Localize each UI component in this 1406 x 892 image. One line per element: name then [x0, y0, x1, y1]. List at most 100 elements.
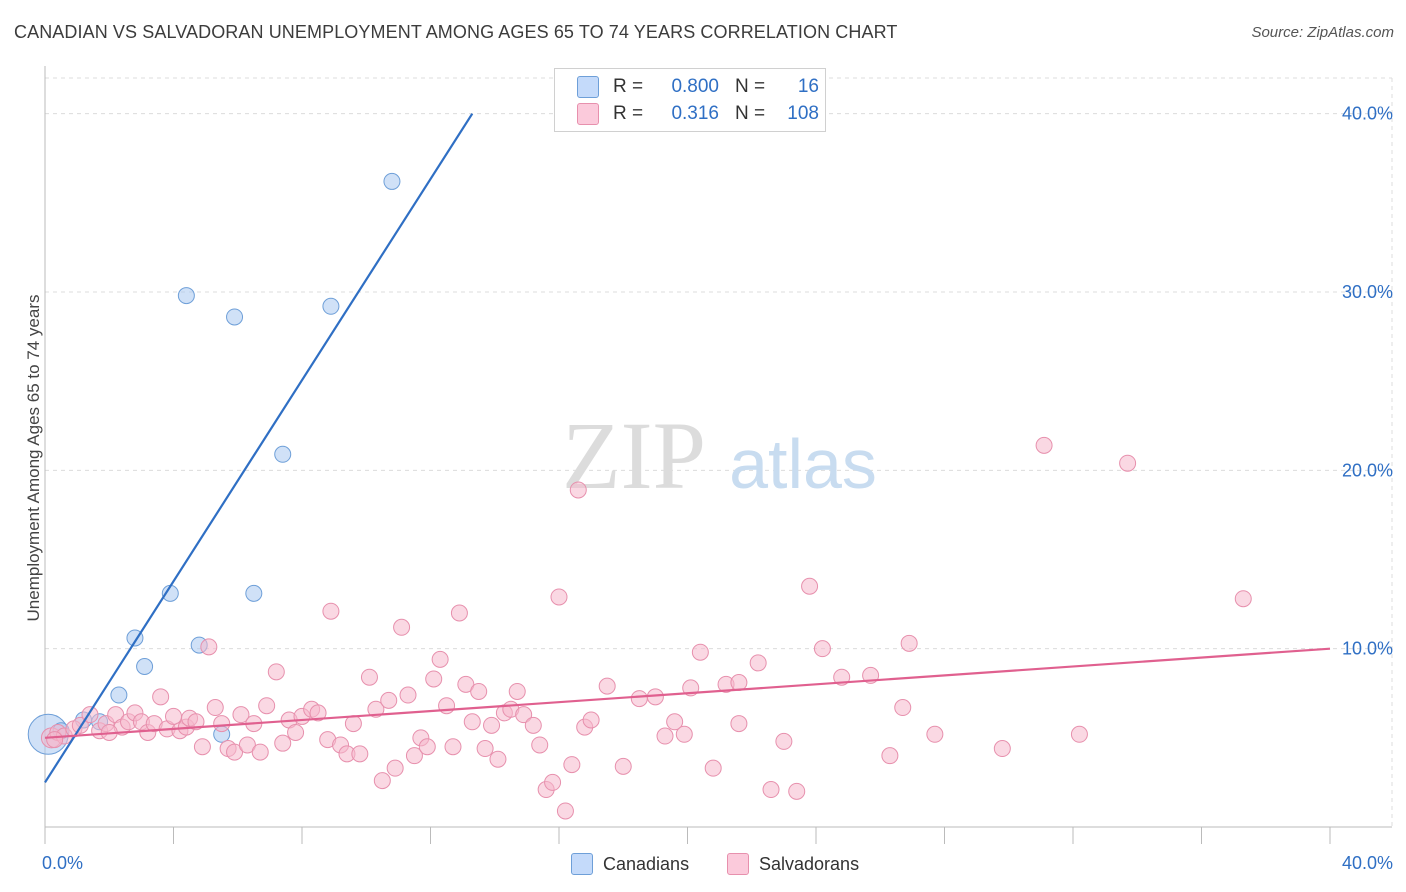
salvadoran-point: [675, 725, 693, 743]
legend-r-value: 0.316: [671, 103, 719, 124]
salvadoran-point: [399, 686, 417, 704]
salvadoran-point: [450, 604, 468, 622]
salvadoran-point: [367, 700, 385, 718]
salvadoran-point: [524, 716, 542, 734]
bottom-legend-swatch-salvadorans: [727, 853, 749, 875]
salvadoran-point: [630, 690, 648, 708]
salvadoran-point: [813, 640, 831, 658]
salvadoran-point: [238, 736, 256, 754]
salvadoran-point: [393, 618, 411, 636]
canadian-point: [110, 686, 128, 704]
salvadoran-point: [418, 738, 436, 756]
salvadoran-point: [666, 713, 684, 731]
legend-r-label: R =: [613, 76, 644, 97]
salvadoran-point: [775, 732, 793, 750]
salvadoran-point: [232, 706, 250, 724]
salvadoran-point: [704, 759, 722, 777]
legend-n-label: N =: [735, 103, 766, 124]
legend-row-canadians: R = 0.800 N = 16: [577, 74, 819, 100]
salvadoran-point: [193, 738, 211, 756]
y-tick-label: 10.0%: [1342, 639, 1393, 659]
x-tick-label: 0.0%: [42, 853, 83, 873]
canadian-point: [322, 297, 340, 315]
y-tick-label: 30.0%: [1342, 282, 1393, 302]
canadian-point: [177, 287, 195, 305]
salvadoran-point: [550, 588, 568, 606]
salvadoran-point: [380, 691, 398, 709]
salvadoran-point: [187, 713, 205, 731]
salvadoran-point: [425, 670, 443, 688]
salvadoran-point: [569, 481, 587, 499]
legend-n-label: N =: [735, 76, 766, 97]
salvadoran-point: [556, 802, 574, 820]
salvadoran-point: [405, 747, 423, 765]
salvadoran-point: [444, 738, 462, 756]
salvadoran-point: [46, 731, 64, 749]
trend-lines: [44, 113, 1331, 784]
salvadoran-point: [993, 740, 1011, 758]
salvadoran-point: [463, 713, 481, 731]
salvadoran-point: [730, 715, 748, 733]
salvadoran-point: [730, 674, 748, 692]
legend-r-label: R =: [613, 103, 644, 124]
salvadoran-point: [351, 745, 369, 763]
bottom-legend-label-salvadorans: Salvadorans: [759, 853, 860, 874]
salvadoran-point: [894, 699, 912, 717]
y-axis-label: Unemployment Among Ages 65 to 74 years: [24, 294, 43, 622]
salvadoran-point: [386, 759, 404, 777]
salvadoran-point: [287, 723, 305, 741]
salvadoran-point: [457, 675, 475, 693]
salvadoran-point: [476, 740, 494, 758]
salvadoran-point: [489, 750, 507, 768]
salvadoran-point: [691, 643, 709, 661]
salvadoran-point: [206, 699, 224, 717]
salvadoran-point: [226, 743, 244, 761]
canadian-point: [383, 172, 401, 190]
canadian-point: [136, 658, 154, 675]
salvadoran-point: [213, 715, 231, 733]
salvadoran-point: [801, 577, 819, 595]
gridlines: [45, 77, 1393, 827]
tick-labels: 10.0% 20.0% 30.0% 40.0% 0.0% 40.0%: [42, 104, 1393, 873]
canadian-trend-line: [44, 113, 474, 784]
salvadoran-point: [431, 650, 449, 668]
axes: [44, 66, 1392, 844]
salvadoran-point: [1119, 454, 1137, 472]
salvadoran-point: [165, 707, 182, 725]
salvadoran-point: [373, 772, 391, 790]
canadian-point: [245, 584, 263, 602]
salvadoran-point: [1234, 590, 1252, 608]
watermark-atlas: atlas: [729, 425, 877, 503]
legend-n-value: 108: [787, 103, 819, 124]
bottom-legend-canadians: Canadians: [571, 851, 689, 877]
salvadoran-point: [508, 682, 526, 700]
source-credit: Source: ZipAtlas.com: [1251, 24, 1394, 41]
salvadoran-point: [544, 773, 562, 791]
canadian-point: [274, 445, 292, 463]
salvadoran-point: [656, 727, 674, 745]
y-tick-label: 20.0%: [1342, 460, 1393, 480]
salvadoran-point: [258, 697, 276, 715]
legend-swatch-salvadorans: [577, 103, 599, 125]
salvadoran-point: [749, 654, 767, 672]
salvadoran-trend-line: [44, 647, 1331, 739]
salvadoran-point: [582, 711, 600, 729]
salvadoran-point: [531, 736, 549, 754]
salvadoran-point: [344, 715, 362, 733]
salvadoran-point: [515, 706, 533, 724]
salvadoran-point: [762, 781, 780, 799]
salvadoran-point: [598, 677, 616, 695]
salvadoran-point: [267, 663, 285, 681]
salvadoran-point: [309, 704, 327, 722]
bottom-legend-salvadorans: Salvadorans: [727, 851, 859, 877]
legend-r-value: 0.800: [671, 76, 719, 97]
salvadoran-point: [251, 743, 269, 761]
salvadoran-point: [788, 782, 806, 800]
salvadoran-point: [1070, 725, 1088, 743]
salvadoran-point: [322, 602, 340, 620]
bottom-legend-label-canadians: Canadians: [603, 853, 690, 874]
legend-swatch-canadians: [577, 76, 599, 98]
salvadoran-point: [152, 688, 170, 706]
salvadoran-point: [614, 757, 632, 775]
